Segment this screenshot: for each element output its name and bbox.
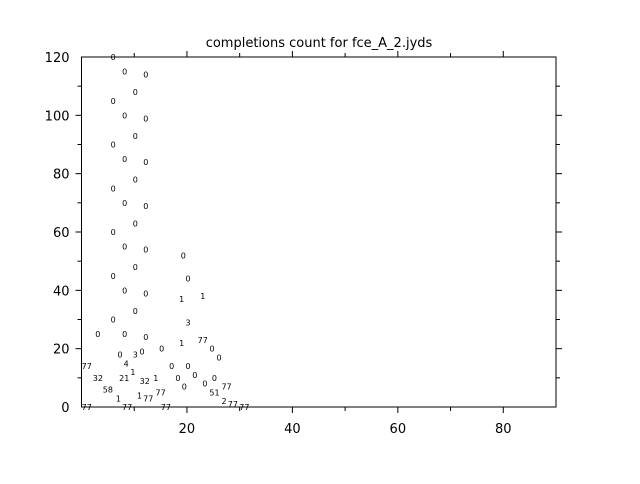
y-tick-label: 20 [53, 343, 70, 358]
data-point-label: 0 [122, 199, 127, 208]
data-point-label: 0 [122, 243, 127, 252]
data-point-label: 0 [122, 68, 127, 77]
data-point-label: 77 [143, 394, 153, 403]
data-point-label: 0 [159, 345, 164, 354]
x-tick-label: 80 [495, 422, 512, 437]
data-point-label: 0 [182, 383, 187, 392]
data-point-label: 1 [130, 368, 135, 377]
data-point-label: 3 [133, 351, 138, 360]
data-point-label: 0 [122, 155, 127, 164]
data-point-label: 77 [221, 383, 231, 392]
data-point-label: 0 [111, 272, 116, 281]
chart-title: completions count for fce_A_2.jyds [206, 36, 433, 51]
data-point-label: 0 [111, 97, 116, 106]
data-point-label: 0 [133, 307, 138, 316]
data-point-label: 0 [111, 228, 116, 237]
y-tick-label: 60 [53, 226, 70, 241]
x-tick-label: 40 [284, 422, 301, 437]
data-point-label: 77 [161, 403, 171, 412]
data-point-label: 4 [124, 359, 129, 368]
data-point-label: 3 [185, 318, 190, 327]
data-point-label: 0 [111, 141, 116, 150]
data-point-label: 0 [175, 374, 180, 383]
data-point-label: 0 [133, 219, 138, 228]
data-point-label: 0 [117, 351, 122, 360]
x-tick-label: 60 [390, 422, 407, 437]
data-point-label: 0 [95, 330, 100, 339]
data-point-label: 0 [217, 353, 222, 362]
data-point-label: 0 [140, 348, 145, 357]
data-point-label: 0 [133, 88, 138, 97]
data-point-label: 0 [192, 371, 197, 380]
plot-area [81, 56, 557, 408]
data-point-label: 0 [212, 374, 217, 383]
data-point-label: 0 [143, 158, 148, 167]
data-point-label: 1 [116, 394, 121, 403]
data-point-label: 0 [122, 286, 127, 295]
data-point-label: 77 [82, 362, 92, 371]
data-point-label: 0 [133, 263, 138, 272]
data-point-label: 0 [169, 362, 174, 371]
data-point-label: 77 [239, 403, 249, 412]
data-point-label: 0 [210, 345, 215, 354]
y-tick-label: 40 [53, 284, 70, 299]
data-point-label: 0 [133, 176, 138, 185]
data-point-label: 0 [111, 316, 116, 325]
y-tick-label: 100 [45, 109, 70, 124]
data-point-label: 0 [122, 111, 127, 120]
y-tick-label: 0 [61, 401, 69, 416]
data-point-label: 1 [179, 339, 184, 348]
data-point-label: 77 [122, 403, 132, 412]
data-point-label: 0 [202, 380, 207, 389]
y-tick-label: 120 [45, 51, 70, 66]
data-point-label: 1 [179, 295, 184, 304]
data-point-label: 32 [93, 374, 103, 383]
data-point-label: 0 [143, 202, 148, 211]
data-point-label: 0 [143, 333, 148, 342]
data-point-label: 0 [143, 246, 148, 255]
data-point-label: 77 [198, 336, 208, 345]
data-point-label: 21 [119, 374, 129, 383]
data-point-label: 0 [122, 330, 127, 339]
data-point-label: 1 [200, 292, 205, 301]
data-point-label: 77 [228, 400, 238, 409]
data-point-label: 77 [155, 388, 165, 397]
data-point-label: 0 [143, 71, 148, 80]
data-point-label: 0 [185, 275, 190, 284]
data-point-label: 0 [185, 362, 190, 371]
data-point-label: 77 [82, 403, 92, 412]
data-point-label: 1 [137, 391, 142, 400]
data-point-label: 58 [103, 386, 113, 395]
data-point-label: 1 [153, 374, 158, 383]
y-tick-label: 80 [53, 168, 70, 183]
data-point-label: 51 [209, 388, 219, 397]
data-point-label: 0 [143, 289, 148, 298]
data-point-label: 32 [140, 377, 150, 386]
data-point-label: 0 [133, 132, 138, 141]
data-point-label: 2 [221, 397, 226, 406]
data-point-label: 0 [111, 53, 116, 62]
data-point-label: 0 [143, 114, 148, 123]
data-point-label: 0 [111, 184, 116, 193]
x-tick-label: 20 [179, 422, 196, 437]
data-point-label: 0 [181, 251, 186, 260]
